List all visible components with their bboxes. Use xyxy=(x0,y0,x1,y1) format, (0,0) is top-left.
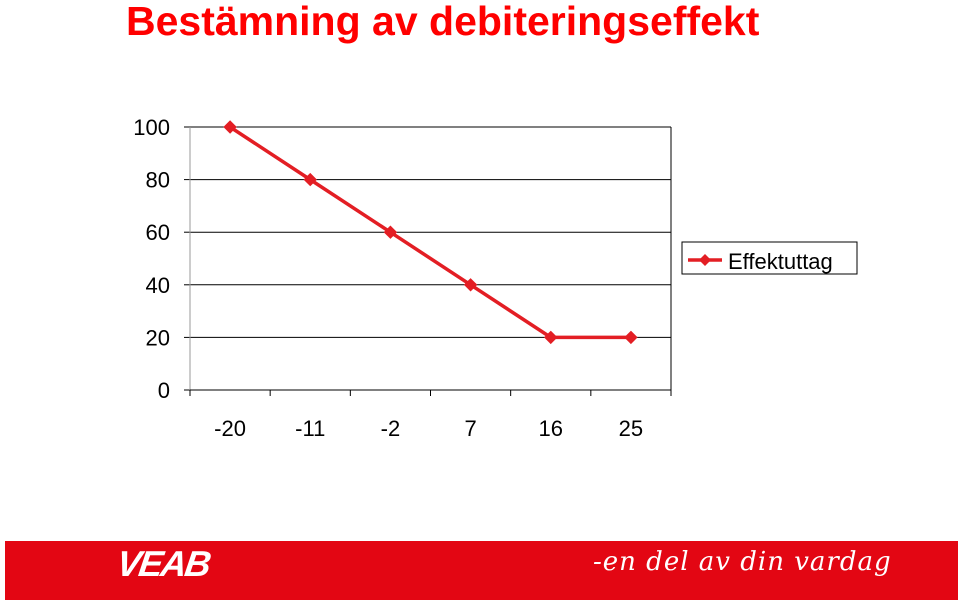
data-point-marker xyxy=(463,278,478,292)
series-line xyxy=(229,125,631,340)
y-tick-label: 100 xyxy=(133,115,170,140)
slogan-text: -en del av din vardag xyxy=(593,547,892,577)
x-tick-label: 16 xyxy=(539,416,563,441)
x-tick-label: 25 xyxy=(619,416,643,441)
x-tick-label: -2 xyxy=(381,416,401,441)
veab-logo: VEAB xyxy=(114,543,212,584)
data-point-marker xyxy=(303,172,317,187)
y-tick-label: 40 xyxy=(146,273,170,298)
slide-title: Bestämning av debiteringseffekt xyxy=(126,0,760,44)
legend-box xyxy=(681,241,858,275)
line-chart: 0 20 40 60 80 100 -20 -11 -2 7 16 25 Effektuttag xyxy=(133,115,858,441)
legend-marker-sample xyxy=(699,254,711,266)
data-point-marker xyxy=(383,225,398,239)
y-tick-label: 60 xyxy=(146,220,170,245)
x-tick-label: 7 xyxy=(464,416,476,441)
data-point-marker xyxy=(624,330,638,345)
y-tick-label: 80 xyxy=(146,168,170,193)
legend-label: Effektuttag xyxy=(728,249,833,274)
x-tick-label: -11 xyxy=(295,416,325,441)
x-tick-label: -20 xyxy=(214,416,246,441)
y-tick-label: 20 xyxy=(146,325,170,350)
data-point-marker xyxy=(544,330,558,345)
data-point-marker xyxy=(223,120,237,134)
footer-banner: VEAB -en del av din vardag xyxy=(5,541,958,600)
y-tick-label: 0 xyxy=(158,378,170,403)
